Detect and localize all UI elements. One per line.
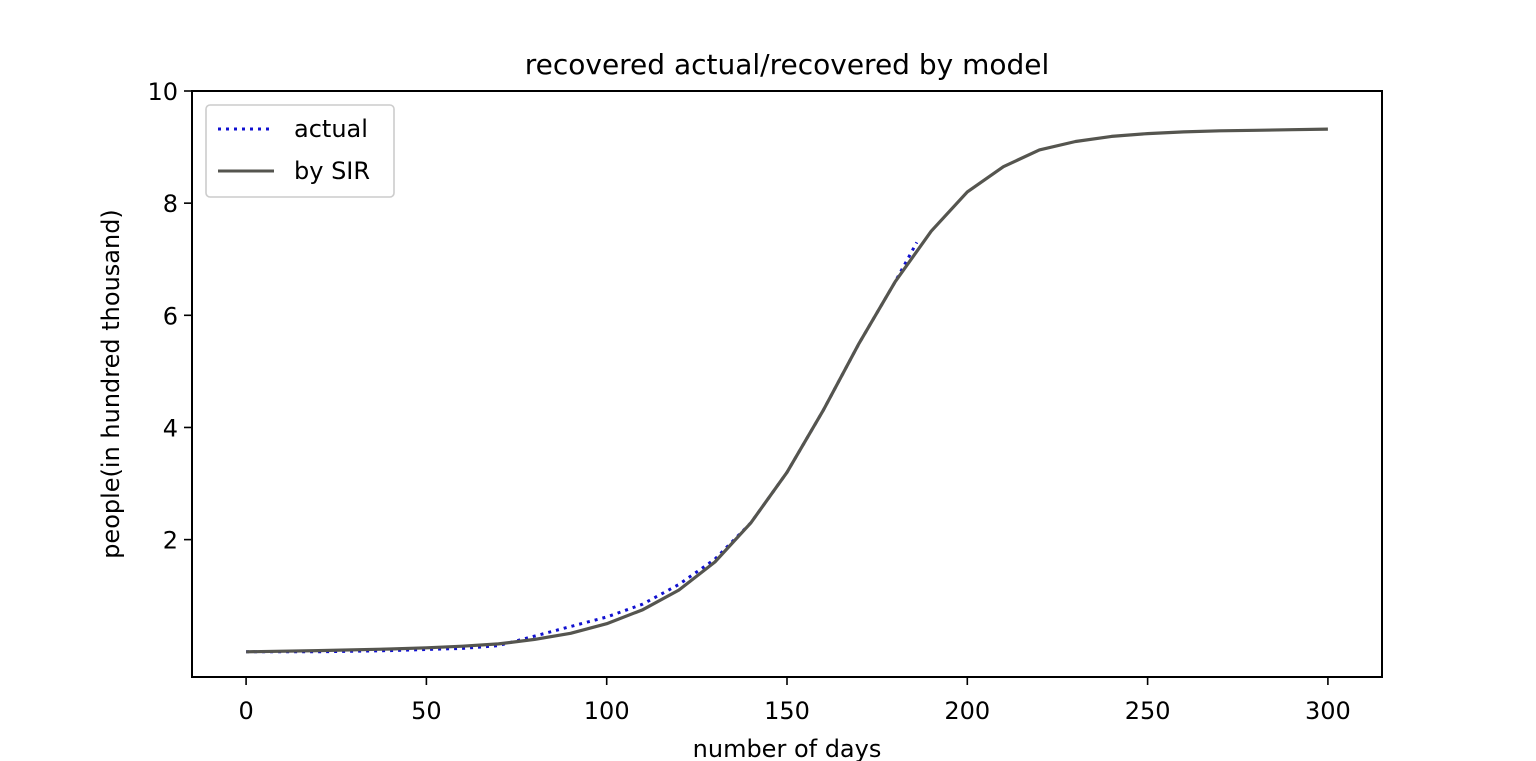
x-axis-label: number of days (693, 735, 882, 761)
chart-title: recovered actual/recovered by model (525, 48, 1050, 81)
series-line-actual (246, 241, 919, 654)
x-tick-label: 100 (584, 697, 630, 725)
legend-label: actual (294, 115, 368, 143)
y-tick-label: 4 (163, 414, 178, 442)
x-tick-label: 50 (411, 697, 442, 725)
legend: actual by SIR (205, 104, 395, 198)
y-tick-label: 8 (163, 190, 178, 218)
x-tick-label: 300 (1305, 697, 1351, 725)
x-tick-label: 250 (1125, 697, 1171, 725)
plot-area (246, 127, 1328, 654)
y-axis-label: people(in hundred thousand) (97, 209, 125, 559)
x-tick-label: 200 (944, 697, 990, 725)
x-tick-label: 150 (764, 697, 810, 725)
axes: 0 50 100 150 200 250 300 2 4 6 8 10 (147, 78, 1383, 725)
legend-label: by SIR (294, 157, 370, 185)
y-tick-label: 2 (163, 527, 178, 555)
y-tick-label: 10 (147, 78, 178, 106)
series-line-by-sir (246, 127, 1328, 654)
y-tick-label: 6 (163, 302, 178, 330)
x-tick-label: 0 (238, 697, 253, 725)
